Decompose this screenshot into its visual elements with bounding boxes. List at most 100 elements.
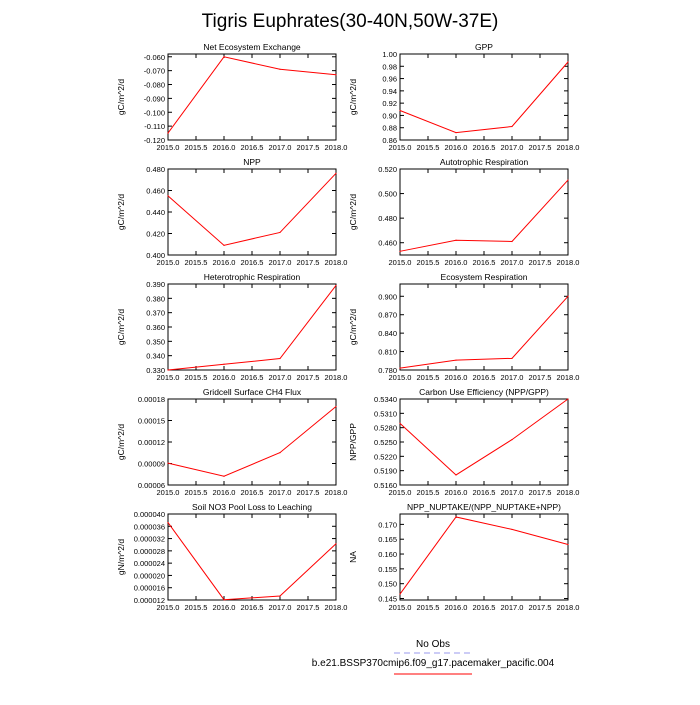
y-tick-label: 0.86 xyxy=(382,136,397,145)
panel-1: Net Ecosystem Exchange gC/m^2/d 2015.0 2015… xyxy=(116,42,347,152)
x-tick-label: 2015.0 xyxy=(389,488,412,497)
y-tick-label: 0.000012 xyxy=(134,596,165,605)
data-point xyxy=(455,474,457,476)
x-tick-label: 2017.0 xyxy=(501,143,524,152)
data-point xyxy=(455,359,457,361)
x-tick-label: 2015.5 xyxy=(417,143,440,152)
panel-9: Soil NO3 Pool Loss to Leaching gN/m^2/d 20… xyxy=(116,502,347,612)
y-axis-label: NA xyxy=(348,551,358,563)
x-tick-label: 2018.0 xyxy=(325,143,348,152)
plot-frame xyxy=(167,53,337,141)
y-tick-label: 0.150 xyxy=(378,580,397,589)
series-line xyxy=(399,295,569,369)
x-tick-label: 2016.5 xyxy=(241,258,264,267)
x-tick-label: 2018.0 xyxy=(325,603,348,612)
series-line xyxy=(399,61,569,134)
x-tick-label: 2016.0 xyxy=(445,258,468,267)
data-point xyxy=(223,599,225,601)
data-point xyxy=(279,595,281,597)
x-tick-label: 2016.0 xyxy=(213,488,236,497)
panel-title: Gridcell Surface CH4 Flux xyxy=(203,387,302,397)
x-tick-label: 2017.5 xyxy=(529,258,552,267)
x-tick-label: 2015.5 xyxy=(185,258,208,267)
y-tick-label: 0.870 xyxy=(378,311,397,320)
x-tick-label: 2017.0 xyxy=(269,258,292,267)
x-tick-label: 2017.0 xyxy=(269,373,292,382)
legend-model-label: b.e21.BSSP370cmip6.f09_g17.pacemaker_pac… xyxy=(312,658,555,669)
y-tick-label: 0.400 xyxy=(146,251,165,260)
y-tick-label: 0.390 xyxy=(146,280,165,289)
data-point xyxy=(567,61,569,63)
y-tick-label: 0.00009 xyxy=(138,460,165,469)
y-tick-label: 0.000024 xyxy=(134,559,165,568)
y-tick-label: 0.780 xyxy=(378,366,397,375)
data-point xyxy=(511,357,513,359)
y-tick-label: 0.420 xyxy=(146,230,165,239)
x-tick-label: 2017.5 xyxy=(297,373,320,382)
y-axis-label: gC/m^2/d xyxy=(116,79,126,115)
y-tick-label: 0.94 xyxy=(382,87,397,96)
x-tick-label: 2016.5 xyxy=(473,603,496,612)
y-tick-label: 0.5220 xyxy=(374,452,397,461)
x-tick-label: 2015.0 xyxy=(157,143,180,152)
data-point xyxy=(335,543,337,545)
x-tick-label: 2016.0 xyxy=(445,373,468,382)
y-tick-label: 0.90 xyxy=(382,111,397,120)
y-axis-label: gC/m^2/d xyxy=(348,194,358,230)
x-tick-label: 2016.5 xyxy=(241,373,264,382)
y-axis-label: gN/m^2/d xyxy=(116,539,126,575)
y-tick-label: 0.480 xyxy=(378,214,397,223)
y-tick-label: 0.160 xyxy=(378,550,397,559)
x-tick-label: 2015.0 xyxy=(157,258,180,267)
data-point xyxy=(279,231,281,234)
data-point xyxy=(335,172,337,174)
x-tick-label: 2016.0 xyxy=(213,143,236,152)
y-tick-label: 0.00018 xyxy=(138,395,165,404)
data-point xyxy=(335,405,337,408)
x-tick-label: 2016.5 xyxy=(473,488,496,497)
data-point xyxy=(511,125,513,128)
x-tick-label: 2016.5 xyxy=(473,143,496,152)
series-line xyxy=(399,398,569,476)
panel-10: NPP_NUPTAKE/(NPP_NUPTAKE+NPP) NA 2015.0 201… xyxy=(348,502,579,612)
y-tick-label: 0.5340 xyxy=(374,395,397,404)
panel-title: NPP xyxy=(243,157,261,167)
y-tick-label: 0.000032 xyxy=(134,535,165,544)
data-point xyxy=(335,284,337,287)
panel-4: Autotrophic Respiration gC/m^2/d 2015.0 201… xyxy=(348,157,579,267)
x-tick-label: 2016.0 xyxy=(445,488,468,497)
data-point xyxy=(399,367,401,369)
y-tick-label: 0.350 xyxy=(146,337,165,346)
y-tick-label: 0.330 xyxy=(146,366,165,375)
x-tick-label: 2015.5 xyxy=(185,143,208,152)
data-point xyxy=(567,398,569,400)
x-tick-label: 2017.0 xyxy=(501,603,524,612)
x-tick-label: 2017.5 xyxy=(529,488,552,497)
x-tick-label: 2018.0 xyxy=(557,258,580,267)
y-tick-label: 0.340 xyxy=(146,352,165,361)
y-tick-label: 0.360 xyxy=(146,323,165,332)
y-tick-label: -0.100 xyxy=(144,108,165,117)
y-tick-label: 0.00006 xyxy=(138,481,165,490)
data-point xyxy=(279,68,281,70)
y-tick-label: 0.900 xyxy=(378,292,397,301)
y-axis-label: gC/m^2/d xyxy=(348,79,358,115)
y-tick-label: 0.000016 xyxy=(134,584,165,593)
y-tick-label: -0.120 xyxy=(144,136,165,145)
y-tick-label: 0.5160 xyxy=(374,481,397,490)
y-tick-label: 0.840 xyxy=(378,329,397,338)
panel-8: Carbon Use Efficiency (NPP/GPP) NPP/GPP 20… xyxy=(348,387,579,497)
y-tick-label: 0.000020 xyxy=(134,571,165,580)
data-point xyxy=(399,593,401,595)
panel-2: GPP gC/m^2/d 2015.0 2015.5 2016.0 2016.5 2017.… xyxy=(348,42,579,152)
y-tick-label: 0.440 xyxy=(146,208,165,217)
data-point xyxy=(223,475,225,477)
data-point xyxy=(279,452,281,454)
y-tick-label: 0.520 xyxy=(378,165,397,174)
x-tick-label: 2015.5 xyxy=(417,488,440,497)
plot-frame xyxy=(399,168,569,256)
x-tick-label: 2017.0 xyxy=(269,143,292,152)
x-tick-label: 2016.0 xyxy=(445,603,468,612)
series-line xyxy=(167,406,337,477)
